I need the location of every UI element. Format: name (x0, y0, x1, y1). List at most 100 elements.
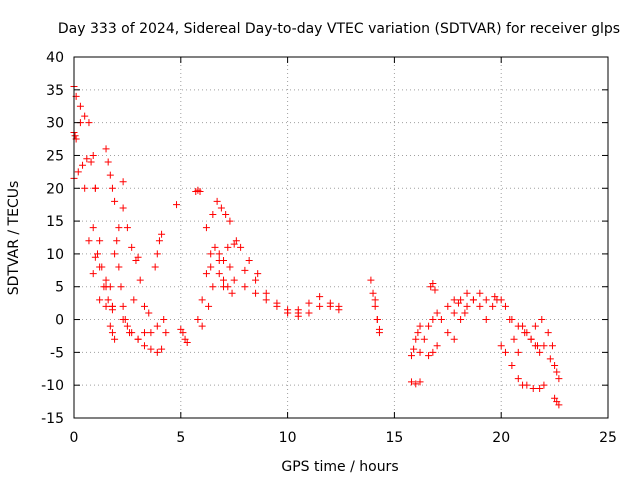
data-point (115, 224, 123, 232)
data-point (96, 296, 104, 304)
y-tick-label: 10 (46, 247, 64, 263)
data-point (375, 329, 383, 337)
data-point (551, 361, 559, 369)
data-point (540, 381, 548, 389)
data-point (373, 316, 381, 324)
data-point (211, 243, 219, 251)
data-point (136, 276, 144, 284)
data-point (209, 283, 217, 291)
data-point (119, 302, 127, 310)
data-point (326, 302, 334, 310)
data-point (514, 375, 522, 383)
data-point (89, 224, 97, 232)
data-point (153, 322, 161, 330)
data-point (81, 184, 89, 192)
series-trace-17 (177, 325, 191, 347)
data-point (119, 178, 127, 186)
data-point (128, 243, 136, 251)
data-point (482, 296, 490, 304)
data-point (83, 155, 91, 163)
data-point (147, 329, 155, 337)
data-point (482, 316, 490, 324)
data-point (119, 204, 127, 212)
series-trace-12 (126, 253, 153, 337)
data-point (87, 158, 95, 166)
data-point (294, 306, 302, 314)
data-point (450, 309, 458, 317)
data-point (140, 329, 148, 337)
data-point (437, 316, 445, 324)
data-point (510, 335, 518, 343)
data-point (71, 132, 79, 140)
data-point (215, 270, 223, 278)
data-point (416, 322, 424, 330)
data-point (160, 316, 168, 324)
data-point (245, 256, 253, 264)
series-trace-22 (207, 240, 262, 278)
data-point (117, 283, 125, 291)
plot-border (73, 56, 609, 419)
data-point (536, 384, 544, 392)
data-point (207, 250, 215, 258)
data-point (407, 378, 415, 386)
data-point (463, 302, 471, 310)
data-point (153, 250, 161, 258)
y-tick-label: 0 (55, 313, 64, 329)
data-point (76, 102, 84, 110)
y-tick-label: -15 (41, 411, 64, 427)
data-point (241, 283, 249, 291)
y-tick-label: 20 (46, 181, 64, 197)
data-point (198, 296, 206, 304)
data-point (226, 263, 234, 271)
series-trace-27 (294, 302, 343, 320)
data-point (81, 112, 89, 120)
data-point (232, 237, 240, 245)
y-tick-label: 40 (46, 50, 64, 66)
x-tick-label: 10 (279, 430, 297, 446)
series-trace-28 (367, 276, 383, 333)
data-point (433, 309, 441, 317)
data-point (335, 306, 343, 314)
data-point (420, 335, 428, 343)
data-point (106, 322, 114, 330)
x-tick-label: 25 (599, 430, 617, 446)
data-point (538, 316, 546, 324)
data-point (140, 302, 148, 310)
series-trace-18 (192, 186, 204, 196)
data-point (215, 250, 223, 258)
series-trace-25 (241, 266, 292, 317)
series-trace-39 (497, 296, 522, 356)
data-point (126, 329, 134, 337)
data-point (252, 289, 260, 297)
data-point (102, 145, 110, 153)
data-point (158, 230, 166, 238)
series-trace-32 (416, 309, 441, 356)
data-point (230, 276, 238, 284)
data-point (115, 263, 123, 271)
data-point (85, 237, 93, 245)
data-point (85, 119, 93, 127)
data-point (79, 161, 87, 169)
data-point (463, 289, 471, 297)
data-point (425, 322, 433, 330)
data-point (316, 293, 324, 301)
series-trace-13 (134, 335, 166, 356)
data-point (305, 299, 313, 307)
series-trace-29 (371, 296, 383, 337)
data-point (444, 302, 452, 310)
data-point (450, 296, 458, 304)
series-trace-2 (70, 128, 80, 143)
data-point (273, 299, 281, 307)
y-axis-label: SDTVAR / TECUs (6, 181, 22, 296)
data-point (527, 335, 535, 343)
series-trace-15 (162, 329, 170, 337)
series-trace-21 (202, 197, 234, 232)
series-trace-36 (450, 289, 497, 343)
series-trace-43 (523, 381, 548, 392)
series-trace-19 (194, 243, 236, 324)
data-point (454, 299, 462, 307)
data-point (226, 217, 234, 225)
x-tick-label: 5 (176, 430, 185, 446)
data-point (433, 342, 441, 350)
y-tick-label: 30 (46, 116, 64, 132)
